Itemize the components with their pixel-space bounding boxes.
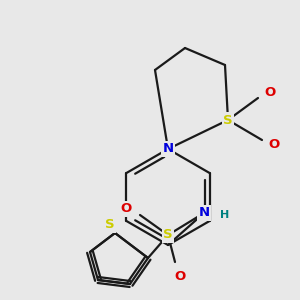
Text: S: S (105, 218, 115, 232)
Text: S: S (223, 113, 233, 127)
Text: N: N (198, 206, 210, 220)
Text: H: H (220, 210, 229, 220)
Text: O: O (174, 269, 186, 283)
Text: O: O (120, 202, 132, 215)
Text: S: S (163, 229, 173, 242)
Text: N: N (162, 142, 174, 155)
Text: O: O (268, 139, 280, 152)
Text: O: O (264, 86, 276, 100)
